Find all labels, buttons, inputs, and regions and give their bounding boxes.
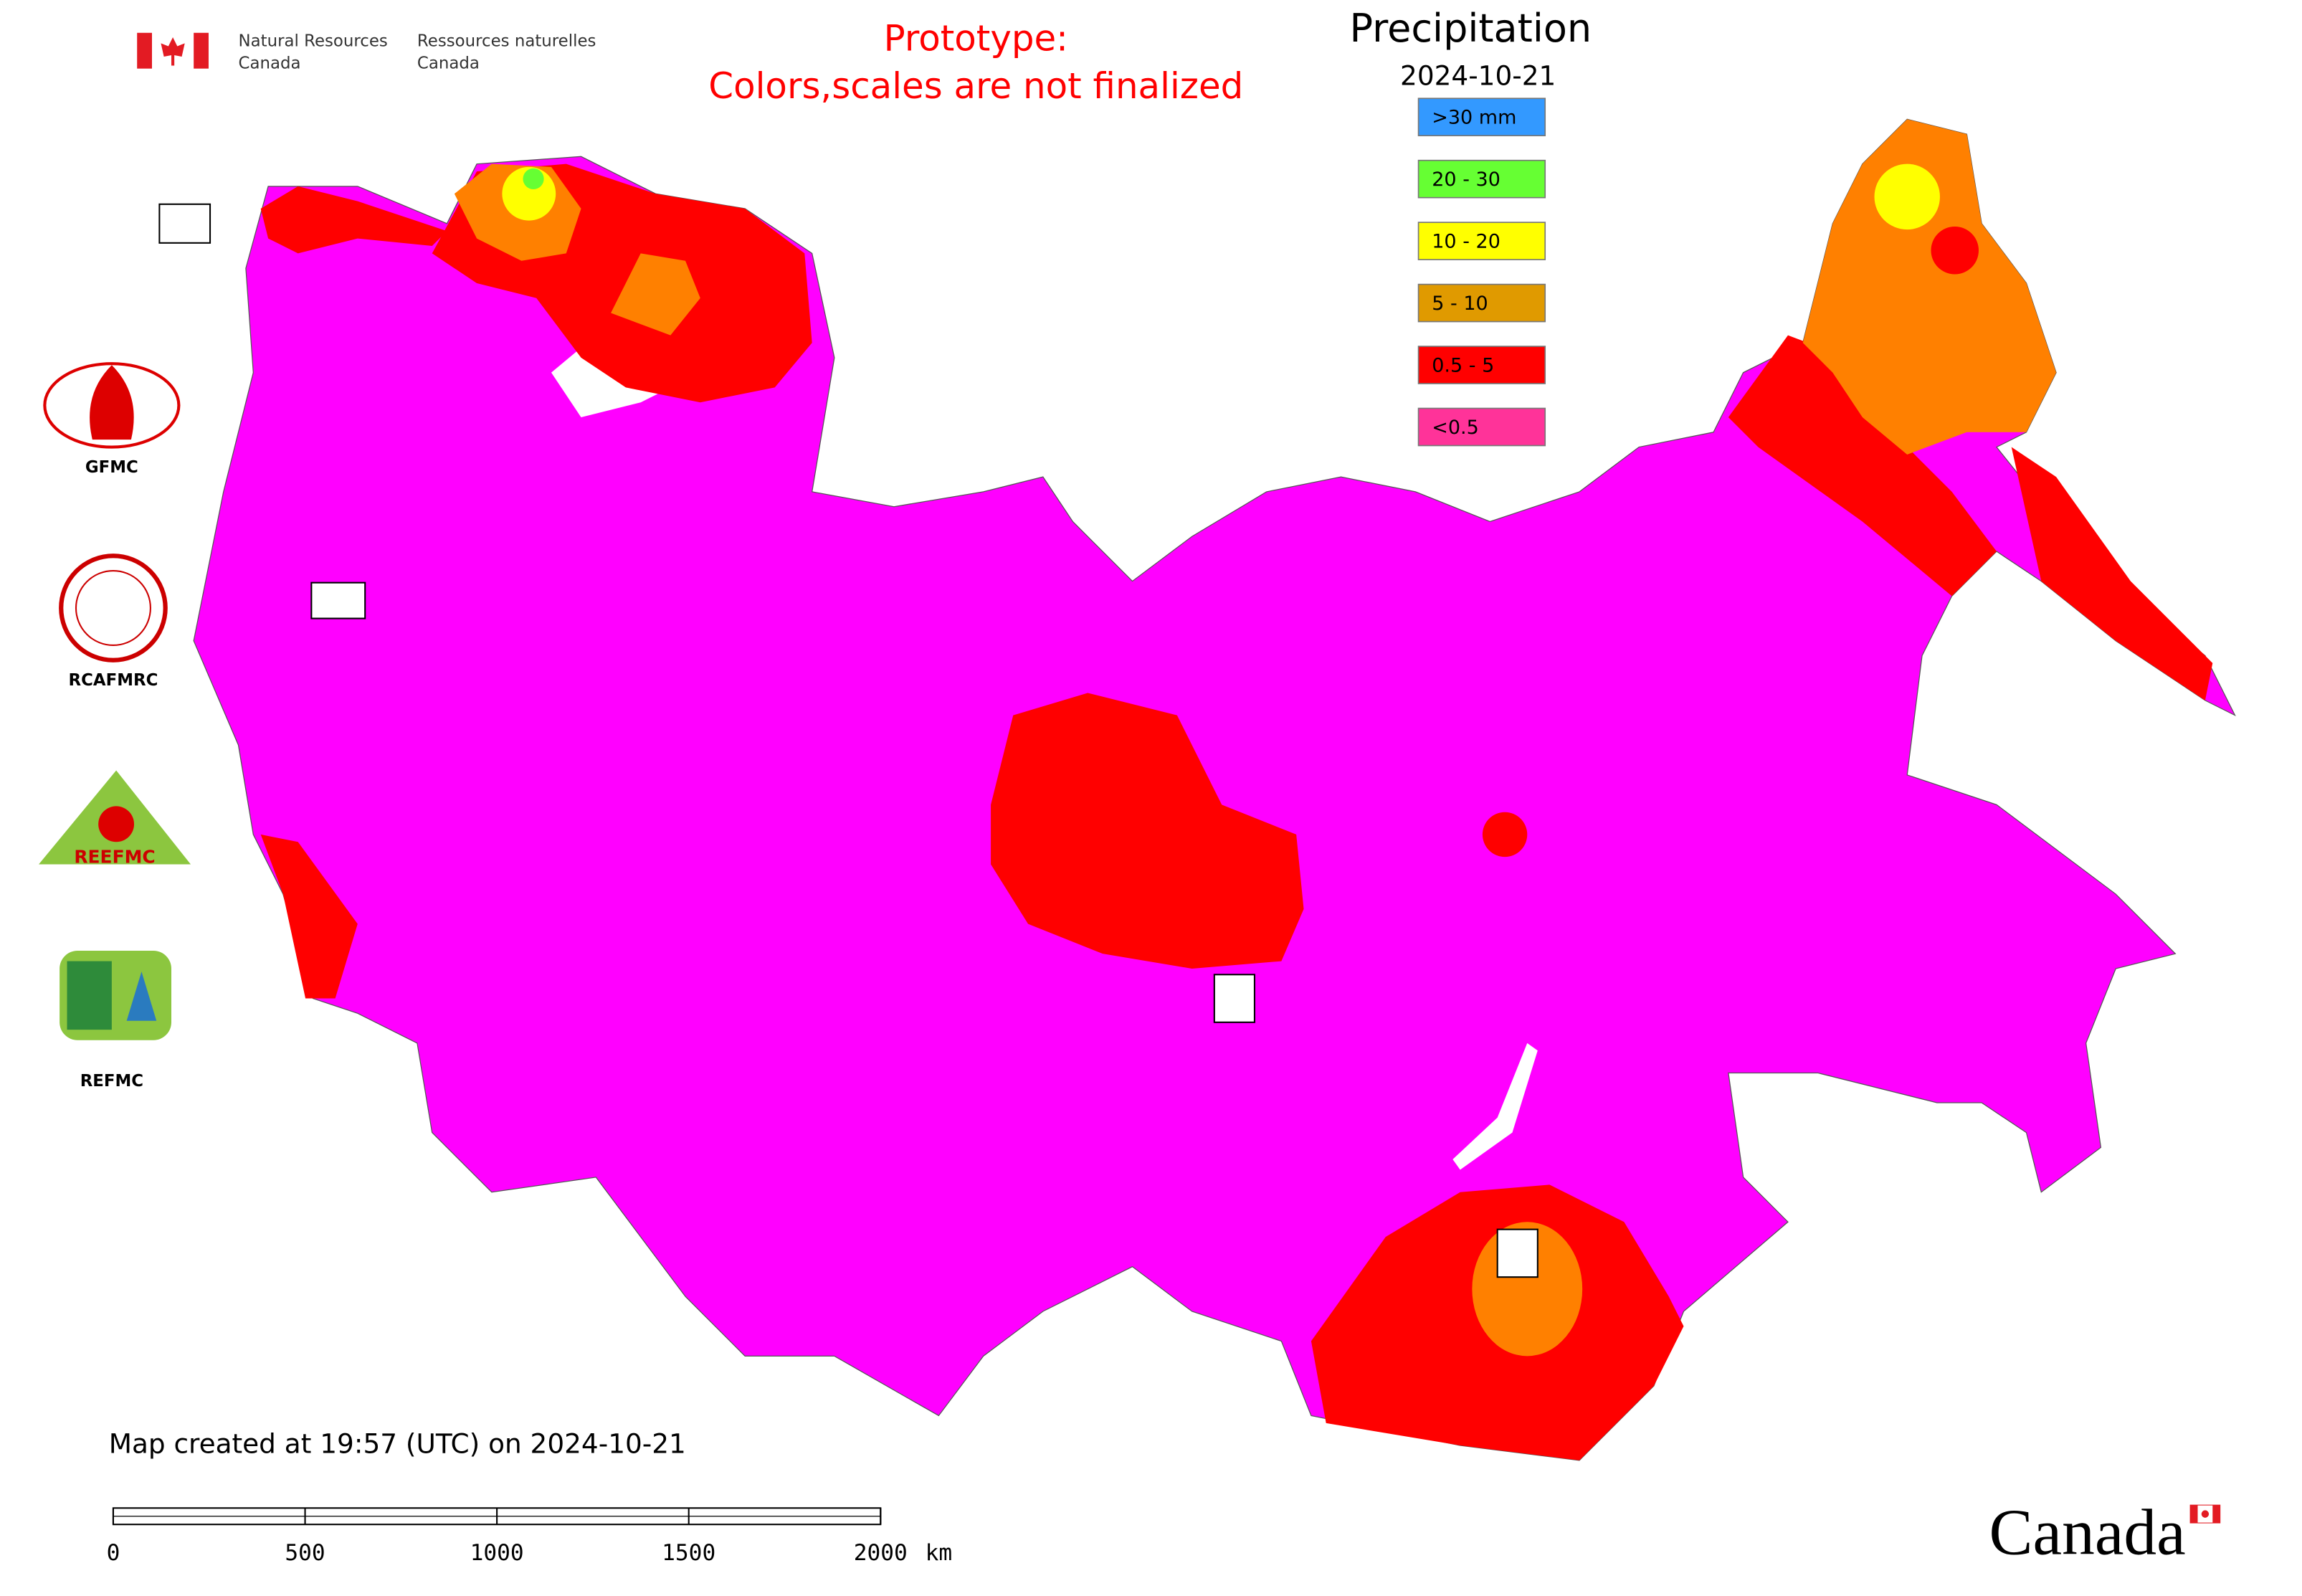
legend-swatch [1417, 346, 1546, 384]
scale-label: 0 [107, 1540, 120, 1566]
canada-flag [137, 32, 209, 69]
zone-red [1931, 226, 1979, 275]
zone-orange [1802, 119, 2057, 455]
legend-date: 2024-10-21 [1400, 60, 1556, 92]
logo-rcafmrc [59, 554, 168, 662]
logo-reefmc [39, 770, 191, 865]
scale-unit: km [926, 1540, 953, 1566]
logo-label: GFMC [85, 458, 138, 477]
legend-label: 10 - 20 [1432, 230, 1500, 252]
logo-refmc [60, 951, 172, 1040]
scale-label: 1500 [662, 1540, 715, 1566]
legend: >30 mm 20 - 30 10 - 20 5 - 10 0.5 - 5 <0.5 [1417, 98, 1546, 447]
zone-green [523, 168, 544, 190]
agency-fr: Ressources naturelles [417, 32, 596, 50]
scale-label: 1000 [470, 1540, 524, 1566]
legend-label: 0.5 - 5 [1432, 354, 1494, 376]
legend-label: 20 - 30 [1432, 168, 1500, 191]
logo-label: RCAFMRC [69, 671, 158, 690]
legend-swatch [1417, 407, 1546, 447]
station-marker [1213, 974, 1255, 1023]
zone-red [260, 834, 358, 999]
scale-label: 500 [285, 1540, 325, 1566]
zone-red [260, 186, 447, 254]
lake-baikal [1452, 1042, 1538, 1170]
zone-yellow [1874, 163, 1940, 230]
agency-fr: Canada [417, 54, 480, 73]
zone-red [1728, 335, 1997, 597]
zone-red [1482, 812, 1528, 858]
zone-red [991, 693, 1304, 969]
scale-label: 2000 [854, 1540, 908, 1566]
legend-title: Precipitation [1349, 6, 1592, 51]
logo-gfmc [43, 362, 181, 449]
legend-label: <0.5 [1432, 417, 1479, 439]
zone-orange [611, 253, 700, 336]
station-marker [158, 203, 211, 244]
notice: Colors,scales are not finalized [708, 65, 1243, 107]
legend-swatch [1417, 98, 1546, 137]
agency-en: Canada [239, 54, 301, 73]
scale-bar: 0 500 1000 1500 2000 km [107, 1507, 953, 1566]
created-note: Map created at 19:57 (UTC) on 2024-10-21 [109, 1428, 686, 1459]
legend-swatch [1417, 283, 1546, 323]
zone-red [2011, 447, 2213, 700]
logo-label: REEFMC [74, 846, 155, 867]
legend-label: 5 - 10 [1432, 293, 1488, 315]
legend-swatch [1417, 222, 1546, 260]
agency-en: Natural Resources [239, 32, 388, 50]
station-marker [310, 581, 366, 619]
wordmark-flag [2189, 1504, 2221, 1524]
legend-swatch [1417, 159, 1546, 199]
station-marker [1496, 1228, 1538, 1278]
notice: Prototype: [884, 18, 1068, 60]
logo-label: REFMC [80, 1072, 143, 1091]
legend-label: >30 mm [1432, 107, 1516, 129]
canada-wordmark: Canada [1989, 1496, 2186, 1569]
